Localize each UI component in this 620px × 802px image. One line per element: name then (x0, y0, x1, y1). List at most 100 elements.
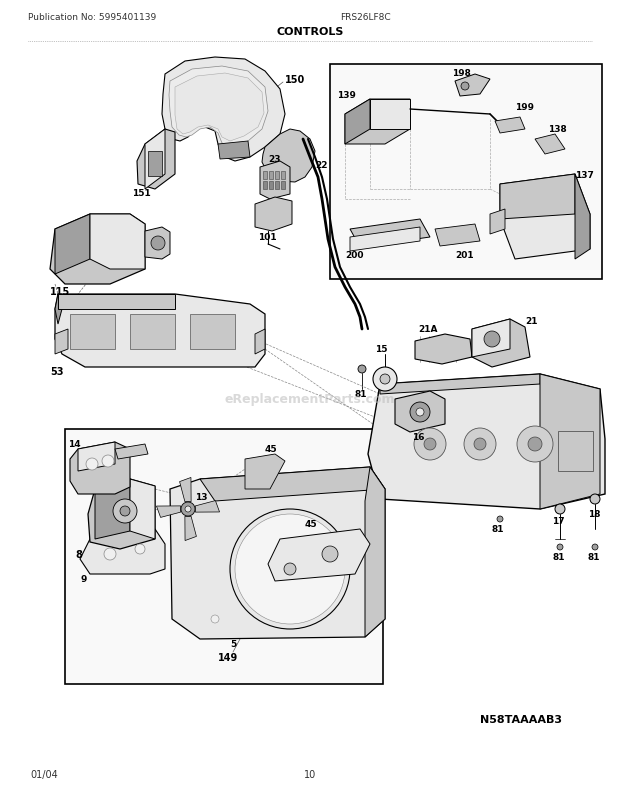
Polygon shape (145, 130, 165, 190)
Polygon shape (195, 501, 219, 512)
Polygon shape (50, 215, 145, 285)
Text: 45: 45 (305, 520, 317, 529)
Polygon shape (490, 210, 505, 235)
Polygon shape (472, 320, 530, 367)
Polygon shape (55, 294, 265, 367)
Circle shape (120, 506, 130, 516)
Circle shape (555, 504, 565, 514)
Text: 53: 53 (50, 367, 63, 376)
Text: 21: 21 (525, 317, 538, 326)
Circle shape (461, 83, 469, 91)
Circle shape (557, 545, 563, 550)
Polygon shape (55, 215, 90, 274)
Circle shape (230, 509, 350, 630)
Text: eReplacementParts.com: eReplacementParts.com (224, 393, 396, 406)
Polygon shape (115, 444, 148, 460)
Text: 149: 149 (218, 652, 238, 662)
Bar (263, 172, 267, 180)
Text: CONTROLS: CONTROLS (277, 27, 343, 37)
Polygon shape (350, 220, 430, 248)
Text: 21A: 21A (418, 325, 438, 334)
Text: 16: 16 (412, 433, 425, 442)
Circle shape (528, 437, 542, 452)
Text: 201: 201 (455, 250, 474, 259)
Polygon shape (370, 100, 410, 130)
Polygon shape (255, 330, 265, 354)
Text: 14: 14 (68, 440, 81, 449)
Text: 138: 138 (548, 125, 567, 134)
Polygon shape (575, 175, 590, 260)
Polygon shape (175, 74, 264, 142)
Text: 8: 8 (75, 549, 82, 559)
Circle shape (424, 439, 436, 451)
Text: 150: 150 (285, 75, 305, 85)
Polygon shape (268, 529, 370, 581)
Circle shape (416, 408, 424, 416)
Bar (263, 182, 267, 190)
Text: 13: 13 (195, 493, 208, 502)
Polygon shape (368, 375, 605, 509)
Polygon shape (80, 529, 165, 574)
Circle shape (181, 502, 195, 516)
Circle shape (211, 615, 219, 623)
Bar (330, 65, 602, 280)
Text: 101: 101 (258, 233, 277, 242)
Polygon shape (88, 480, 155, 549)
Text: Publication No: 5995401139: Publication No: 5995401139 (28, 14, 156, 22)
Text: 9: 9 (80, 575, 86, 584)
Circle shape (235, 514, 345, 624)
Bar (275, 182, 279, 190)
Polygon shape (345, 100, 410, 145)
Text: 23: 23 (268, 156, 280, 164)
Circle shape (474, 439, 486, 451)
Circle shape (484, 331, 500, 347)
Polygon shape (156, 506, 180, 518)
Text: N58TAAAAB3: N58TAAAAB3 (480, 714, 562, 724)
Circle shape (358, 366, 366, 374)
Circle shape (373, 367, 397, 391)
Circle shape (151, 237, 165, 251)
Circle shape (113, 500, 137, 524)
Polygon shape (472, 320, 510, 358)
Polygon shape (435, 225, 480, 247)
Polygon shape (58, 294, 175, 310)
Text: 198: 198 (452, 68, 471, 78)
Bar (148, 152, 162, 176)
Polygon shape (90, 215, 145, 269)
Text: 115: 115 (50, 286, 70, 297)
Text: 81: 81 (588, 553, 601, 561)
Circle shape (410, 403, 430, 423)
Circle shape (86, 459, 98, 471)
Text: FRS26LF8C: FRS26LF8C (340, 14, 391, 22)
Circle shape (104, 549, 116, 561)
Circle shape (102, 456, 114, 468)
Polygon shape (395, 391, 445, 432)
Polygon shape (78, 443, 115, 472)
Text: 81: 81 (355, 390, 368, 399)
Text: 01/04: 01/04 (30, 769, 58, 779)
Polygon shape (169, 67, 268, 148)
Bar (558, 431, 593, 472)
Bar (281, 172, 285, 180)
Polygon shape (262, 130, 315, 183)
Bar (130, 314, 175, 350)
Circle shape (284, 563, 296, 575)
Polygon shape (185, 516, 197, 541)
Bar (281, 182, 285, 190)
Polygon shape (255, 198, 292, 232)
Polygon shape (455, 75, 490, 97)
Text: 17: 17 (552, 516, 565, 526)
Polygon shape (535, 135, 565, 155)
Circle shape (185, 506, 191, 512)
Circle shape (464, 428, 496, 460)
Circle shape (414, 428, 446, 460)
Polygon shape (95, 480, 130, 539)
Bar (65, 429, 383, 684)
Polygon shape (500, 175, 575, 220)
Polygon shape (415, 334, 472, 365)
Text: 45: 45 (265, 445, 278, 454)
Text: 10: 10 (304, 769, 316, 779)
Polygon shape (170, 468, 385, 639)
Polygon shape (245, 455, 285, 489)
Polygon shape (180, 478, 191, 502)
